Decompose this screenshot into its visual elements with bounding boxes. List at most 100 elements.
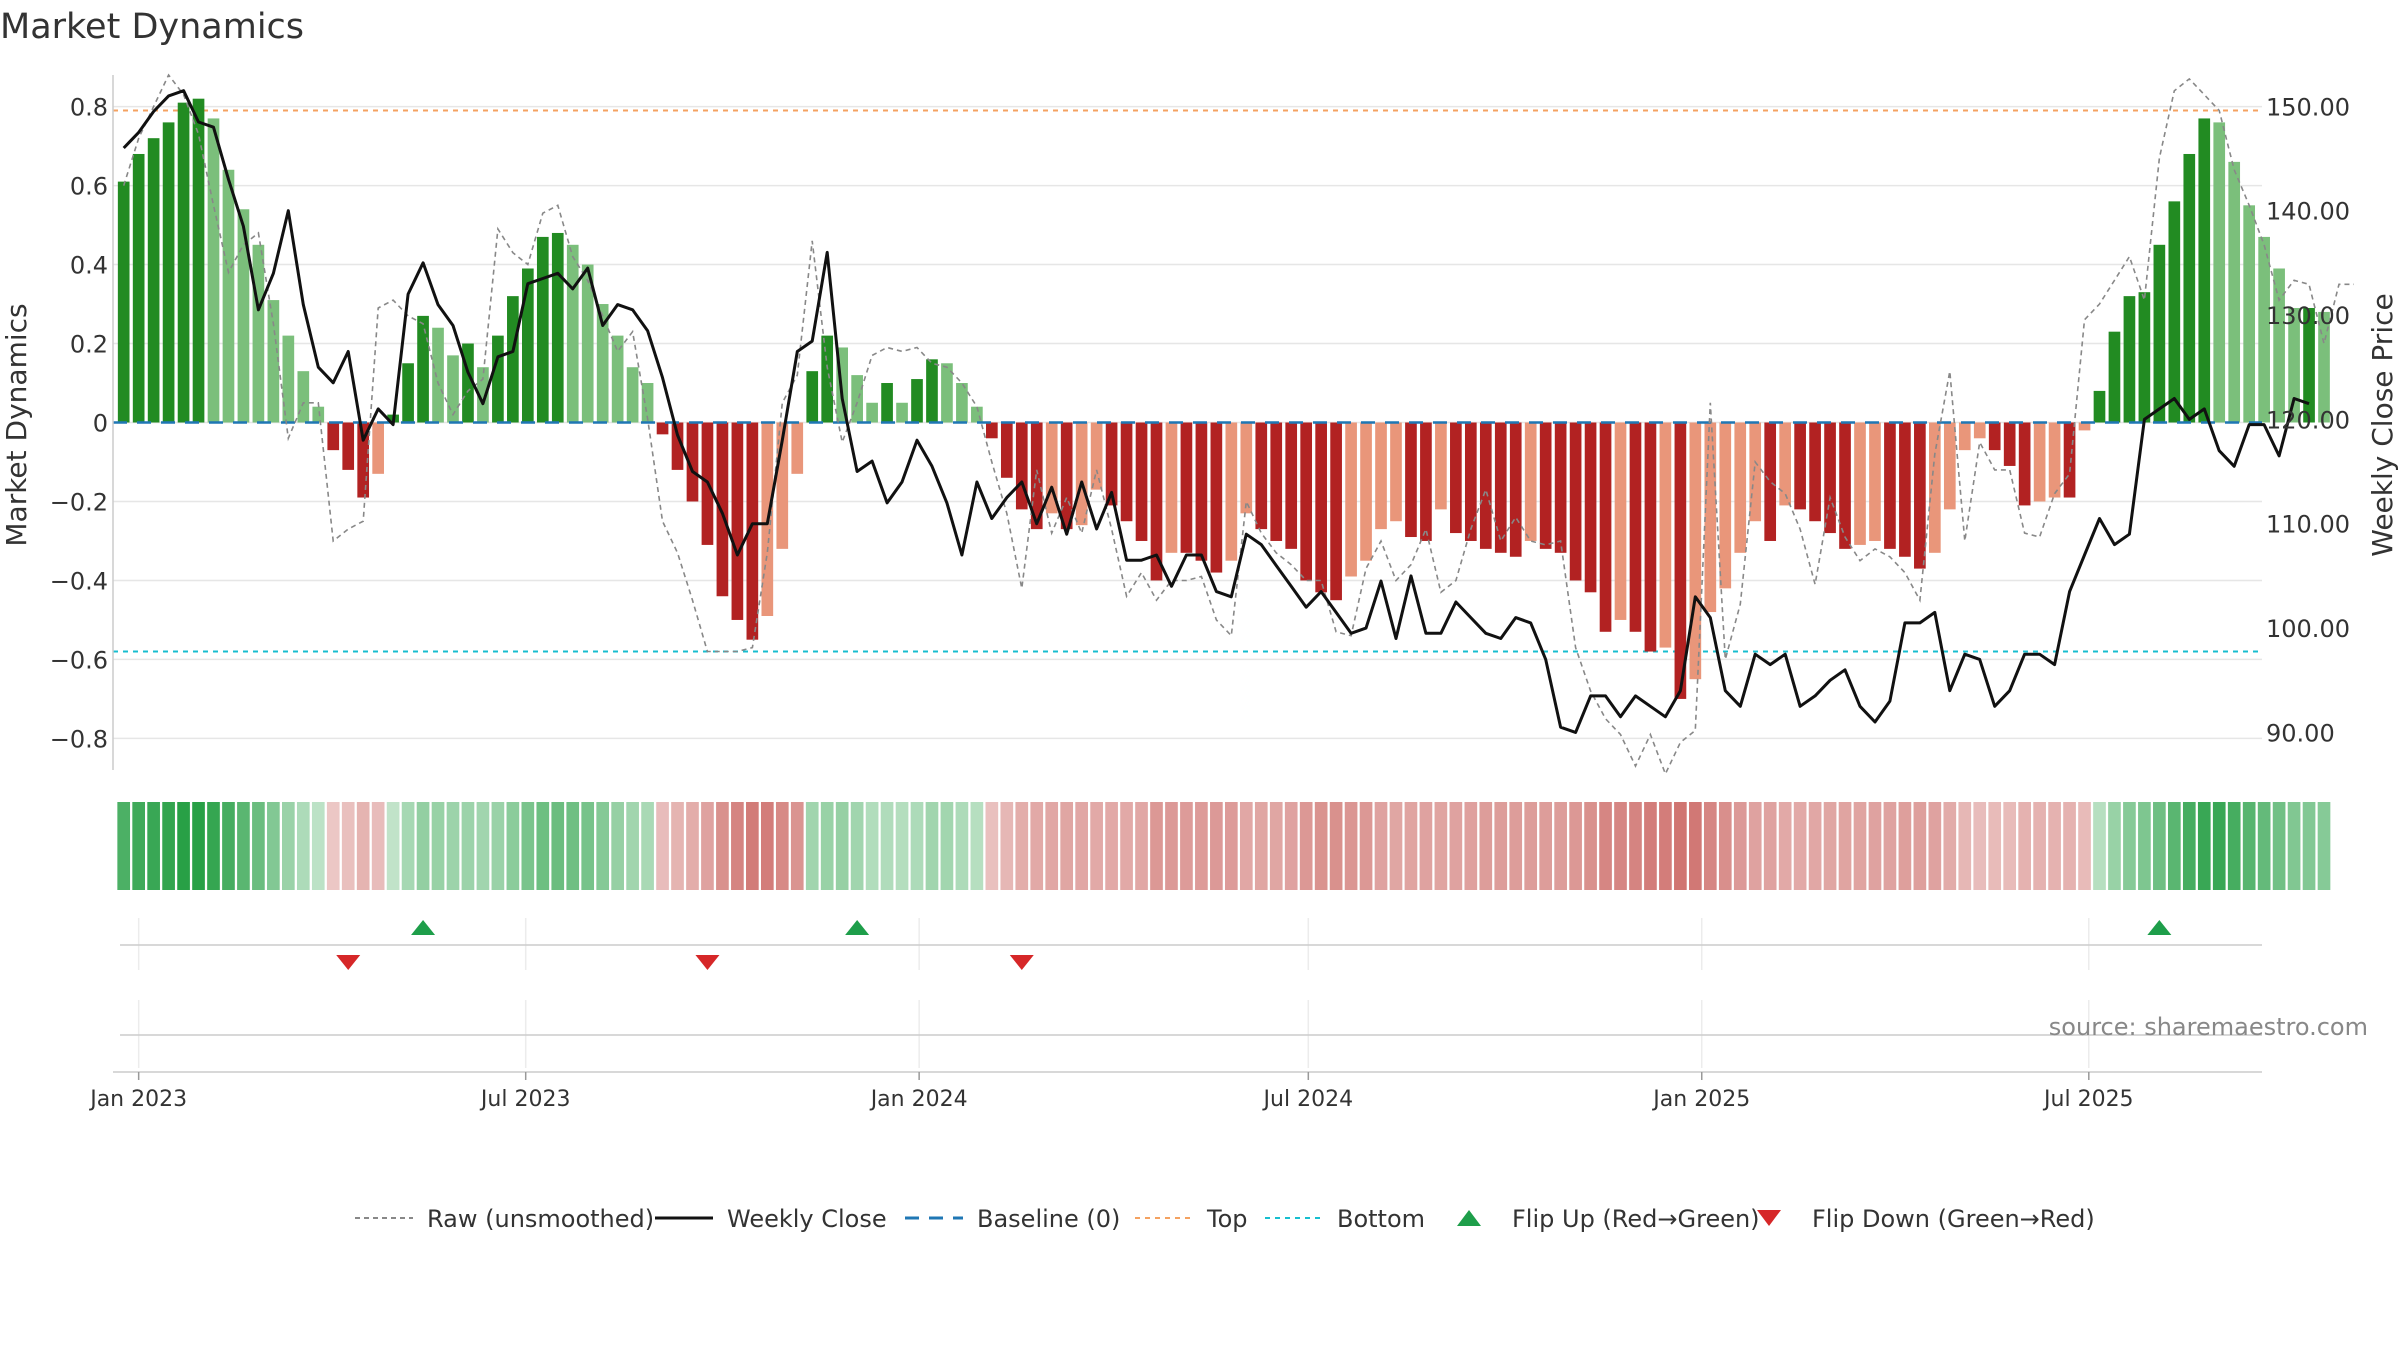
source-credit: source: sharemaestro.com [2049, 1013, 2368, 1041]
regime-cell [850, 802, 864, 890]
dynamics-bar [971, 406, 983, 423]
regime-cell [1224, 802, 1238, 890]
dynamics-bar [1165, 422, 1178, 553]
regime-cell [940, 802, 954, 890]
x-tick-label: Jan 2025 [1651, 1087, 1750, 1112]
legend-swatch [1457, 1210, 1481, 1226]
regime-cell [716, 802, 729, 890]
x-tick-label: Jan 2023 [88, 1087, 187, 1112]
dynamics-bar [267, 300, 280, 423]
regime-cell [1195, 802, 1208, 890]
regime-cell [1629, 802, 1642, 890]
regime-cell [686, 802, 699, 890]
dynamics-bar [521, 268, 534, 423]
flip-up-marker [845, 920, 870, 935]
regime-cell [985, 802, 999, 890]
x-tick-label: Jul 2023 [479, 1087, 571, 1112]
regime-cell [2018, 802, 2031, 890]
dynamics-bar [881, 383, 893, 423]
regime-cell [2078, 802, 2091, 890]
dynamics-bar [746, 422, 759, 640]
regime-cell [1404, 802, 1418, 890]
regime-cell [1015, 802, 1029, 890]
dynamics-bar [2168, 201, 2181, 423]
regime-cell [2287, 802, 2301, 890]
regime-cell [2123, 802, 2136, 890]
dynamics-bar [207, 118, 220, 423]
regime-cell [656, 802, 669, 890]
legend: Raw (unsmoothed) Weekly Close Baseline (0)… [355, 1205, 2095, 1233]
regime-cell [2003, 802, 2017, 890]
axes: −0.8 −0.6 −0.4 −0.2 0 0.2 0.4 0.6 0.8 90.00 100.00… [50, 75, 2350, 770]
dynamics-bar [2228, 161, 2241, 423]
y-tick-label: 0.4 [70, 252, 108, 280]
dynamics-bar [986, 422, 998, 439]
dynamics-bar [2078, 422, 2091, 431]
reference-lines [113, 109, 2262, 653]
weekly-close-line [122, 89, 2310, 734]
dynamics-bar [1809, 422, 1821, 522]
regime-cell [1210, 802, 1223, 890]
regime-cell [1898, 802, 1912, 890]
regime-cell [1030, 802, 1044, 890]
dynamics-bar [357, 422, 370, 498]
dynamics-bar [1794, 422, 1806, 510]
dynamics-bar [866, 402, 878, 423]
dynamics-bar [2243, 205, 2256, 423]
dynamics-bar [1479, 422, 1492, 549]
dynamics-bar [1689, 422, 1702, 680]
dynamics-bar [1584, 422, 1597, 593]
regime-cell [147, 802, 160, 890]
legend-label: Raw (unsmoothed) [427, 1205, 654, 1233]
dynamics-bar [2258, 236, 2270, 423]
dynamics-bar [1464, 422, 1477, 541]
dynamics-bar [1105, 422, 1118, 506]
regime-cell [701, 802, 714, 890]
regime-strip [117, 802, 2331, 890]
regime-cell [1509, 802, 1523, 890]
regime-cell [296, 802, 310, 890]
dynamics-bar [1929, 422, 1941, 553]
regime-cell [267, 802, 280, 890]
regime-cell [1883, 802, 1897, 890]
dynamics-bar [162, 122, 175, 423]
regime-cell [1853, 802, 1867, 890]
dynamics-bar [327, 422, 340, 451]
regime-cell [506, 802, 520, 890]
regime-cell [1703, 802, 1717, 890]
dynamics-bar [192, 98, 205, 423]
dynamics-bar [2123, 296, 2136, 423]
dynamics-bar [2108, 331, 2121, 423]
dynamics-bar [2273, 268, 2285, 423]
dynamics-bar [1210, 422, 1223, 573]
dynamics-bar [1734, 422, 1747, 553]
y-tick-label: −0.6 [50, 646, 108, 674]
regime-cell [1838, 802, 1852, 890]
y-axis-title: Market Dynamics [0, 303, 33, 546]
dynamics-bar [432, 327, 444, 423]
regime-cell [760, 802, 774, 890]
legend-label: Weekly Close [727, 1205, 887, 1233]
chart-title: Market Dynamics [0, 7, 304, 47]
dynamics-bar [1869, 422, 1881, 541]
dynamics-bar [2318, 311, 2330, 423]
y2-axis-title: Weekly Close Price [2366, 293, 2399, 556]
dynamics-bar [1973, 422, 1986, 439]
regime-cell [446, 802, 460, 890]
regime-cell [1150, 802, 1163, 890]
y2-tick-label: 110.00 [2266, 511, 2350, 539]
regime-cell [955, 802, 969, 890]
regime-cell [1554, 802, 1567, 890]
legend-label: Top [1206, 1205, 1248, 1233]
regime-cell [2153, 802, 2166, 890]
regime-cell [1584, 802, 1597, 890]
regime-cell [431, 802, 445, 890]
regime-cell [1674, 802, 1687, 890]
price-lines [113, 73, 2354, 776]
dynamics-bar [2063, 422, 2076, 498]
dynamics-bar [731, 422, 744, 620]
regime-cell [746, 802, 759, 890]
dynamics-bar [611, 335, 624, 423]
legend-label: Baseline (0) [977, 1205, 1120, 1233]
y2-tick-label: 130.00 [2266, 302, 2350, 330]
